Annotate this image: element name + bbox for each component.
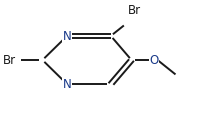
Text: Br: Br bbox=[3, 54, 16, 66]
Text: Br: Br bbox=[128, 4, 141, 17]
Text: N: N bbox=[63, 78, 71, 90]
Text: O: O bbox=[149, 54, 159, 66]
Text: N: N bbox=[63, 30, 71, 43]
